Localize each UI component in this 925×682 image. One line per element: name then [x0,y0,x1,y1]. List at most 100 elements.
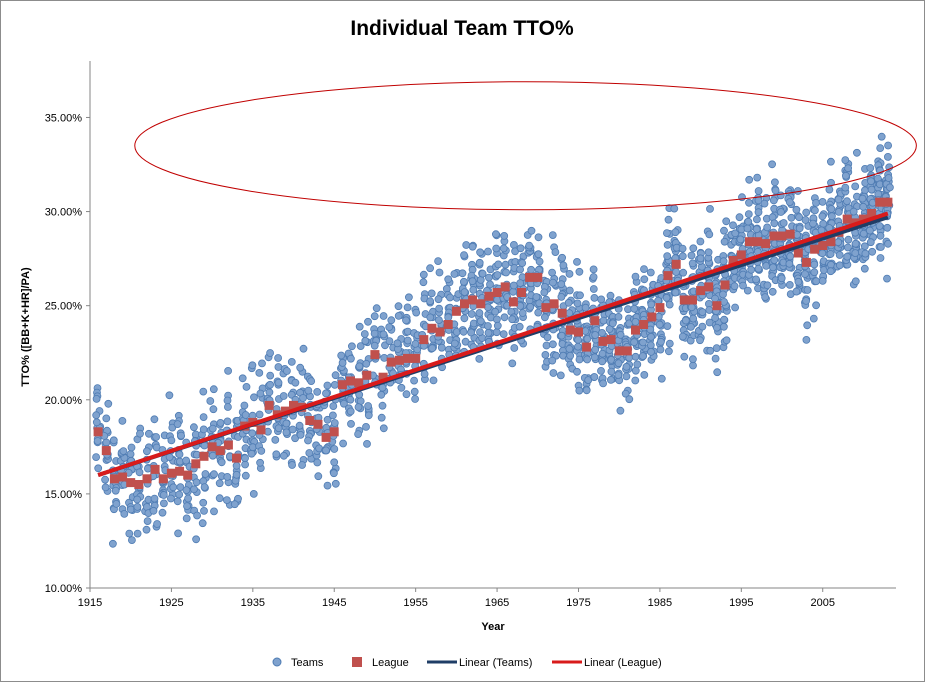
league-point [565,325,575,335]
teams-point [622,372,631,381]
teams-point [393,339,402,348]
league-point [639,320,649,329]
league-point [451,306,461,316]
y-tick-label: 25.00% [45,301,83,313]
teams-point [843,197,851,206]
teams-point [769,263,777,272]
league-point [810,244,820,254]
teams-point [541,350,550,359]
teams-point [867,177,875,186]
teams-point [630,304,639,313]
x-tick-label: 1945 [322,597,346,609]
teams-point [189,423,198,432]
teams-point [819,219,828,228]
teams-point [776,191,785,200]
teams-point [754,187,763,195]
teams-point [768,160,776,169]
teams-point [510,240,518,249]
teams-point [494,260,503,269]
teams-point [516,279,525,288]
teams-point [223,403,232,411]
teams-point [198,519,207,528]
teams-point [754,208,763,217]
x-tick-label: 1935 [241,597,265,609]
teams-point [582,386,591,395]
teams-point [265,388,274,397]
teams-point [639,338,647,347]
teams-point [631,376,640,385]
league-point [679,295,689,305]
league-point [549,299,559,309]
teams-point [337,351,346,360]
teams-point [866,226,874,235]
teams-point [282,428,291,437]
x-tick-label: 1965 [485,597,509,609]
teams-point [153,520,162,528]
teams-point [173,497,182,506]
teams-point [826,250,835,258]
teams-point [647,332,655,341]
y-tick-label: 30.00% [45,207,83,219]
teams-point [576,291,584,300]
teams-point [450,270,459,278]
league-point [394,355,404,365]
teams-point [689,244,698,253]
teams-point [574,335,582,344]
teams-point [404,293,413,302]
teams-point [548,268,556,277]
teams-point [135,468,144,477]
league-point [256,425,266,435]
legend-league-label: League [372,657,409,669]
teams-point [573,299,582,308]
teams-point [564,298,573,307]
teams-point [671,288,680,297]
teams-point [527,226,536,235]
teams-point [347,419,355,428]
league-point [484,291,494,301]
teams-point [608,319,617,328]
teams-point [802,296,810,305]
teams-point [792,205,801,214]
league-point [329,427,339,437]
teams-point [377,390,386,399]
teams-point [450,339,459,348]
teams-point [565,344,574,353]
teams-point [223,417,232,426]
teams-point [770,219,779,228]
teams-point [809,314,818,323]
teams-point [241,471,250,480]
league-point [378,372,388,382]
teams-point [583,334,592,343]
teams-point [866,164,875,172]
teams-point [305,449,314,457]
teams-point [502,268,511,277]
teams-point [434,316,443,325]
teams-point [516,265,524,274]
league-point [166,468,176,478]
teams-point [696,237,705,246]
league-point [574,327,583,337]
league-point [468,295,478,305]
teams-point [639,352,647,361]
teams-point [258,359,266,368]
teams-point [499,330,508,339]
league-point [142,474,152,484]
teams-point [851,182,860,191]
teams-point [175,450,184,459]
teams-point [223,472,232,481]
teams-point [209,385,218,394]
teams-point [597,295,606,304]
teams-point [437,343,446,352]
teams-point [379,424,388,433]
teams-point [444,275,453,284]
teams-point [279,392,288,400]
teams-point [616,406,625,415]
league-point [533,272,543,282]
teams-point [590,353,599,362]
teams-point [566,351,575,360]
teams-point [322,389,330,398]
league-point [403,353,412,363]
teams-point [356,342,365,351]
teams-point [435,304,444,313]
